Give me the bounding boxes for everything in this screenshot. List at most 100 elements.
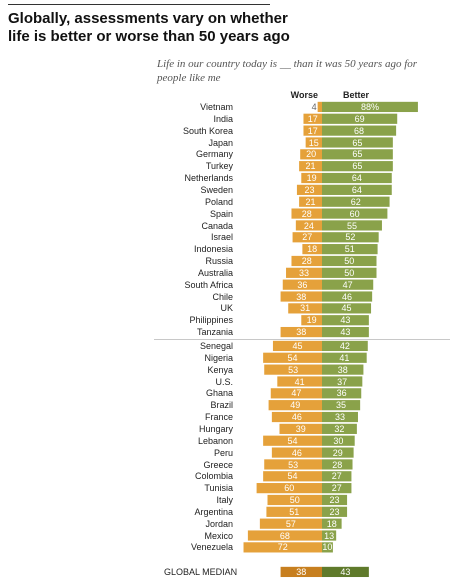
worse-bar [291,208,322,219]
better-value: 29 [332,447,343,458]
better-bar [322,376,363,387]
worse-bar [243,542,322,553]
category-label: Italy [216,495,233,506]
better-value: 55 [346,220,357,231]
better-bar [322,506,348,517]
worse-bar [292,232,322,243]
better-value: 65 [352,149,363,160]
worse-bar [272,340,322,352]
better-bar [322,400,361,411]
better-bar [322,530,337,541]
category-label: Venezuela [190,542,233,553]
better-bar [322,471,352,482]
better-value: 33 [334,412,345,423]
category-label: Argentina [194,506,233,517]
worse-value: 21 [305,196,316,207]
worse-value: 17 [307,113,318,124]
worse-value: 23 [304,184,315,195]
worse-bar [296,184,322,195]
better-bar [322,435,355,446]
median-label: GLOBAL MEDIAN [164,567,238,577]
worse-value: 33 [298,267,309,278]
worse-value: 54 [287,435,298,446]
better-value: 65 [352,161,363,172]
better-bar [322,483,352,494]
worse-value: 4 [311,102,317,112]
better-bar [322,326,369,338]
worse-value: 68 [279,530,290,541]
better-value: 50 [344,256,355,267]
worse-bar [271,411,322,423]
chart-subtitle: Life in our country today is __ than it … [157,58,418,84]
category-label: Philippines [189,315,233,326]
worse-value: 53 [288,459,299,470]
worse-value: 27 [302,232,313,243]
worse-bar [280,291,322,302]
better-value: 68 [354,125,365,136]
chart-title: Globally, assessments vary on whether li… [8,10,290,45]
category-label: Canada [201,220,233,231]
better-bar [322,340,368,352]
legend-worse: Worse [290,90,318,100]
worse-bar [277,376,322,387]
worse-bar [286,267,322,278]
better-bar [322,291,373,302]
better-bar [322,232,379,243]
category-label: Vietnam [200,102,233,112]
better-value: 27 [331,471,342,482]
worse-value: 53 [288,364,299,375]
worse-bar [317,101,322,113]
better-bar [322,196,390,207]
worse-bar [288,303,322,314]
category-label: Tanzania [196,327,233,338]
legend-better: Better [343,90,370,100]
better-value: 18 [326,518,337,529]
better-bar [322,279,374,290]
worse-value: 20 [306,149,317,160]
category-label: Sweden [200,184,233,195]
worse-bar [271,447,322,458]
better-bar [322,315,369,326]
better-value: 37 [337,376,348,387]
worse-bar [263,435,322,446]
worse-bar [279,423,322,434]
better-value: 38 [337,364,348,375]
better-bar [322,411,358,423]
category-label: Kenya [207,364,233,375]
better-value: 23 [329,506,340,517]
worse-value: 50 [289,495,300,506]
worse-bar [266,506,322,517]
median-worse-bar [280,566,322,578]
category-label: Peru [213,447,233,458]
better-value: 64 [351,184,362,195]
worse-value: 38 [296,291,307,302]
better-value: 30 [333,435,344,446]
better-value: 88% [360,102,379,112]
worse-value: 31 [300,303,311,314]
category-label: Ghana [205,388,233,399]
worse-bar [270,388,322,399]
worse-value: 21 [305,161,316,172]
better-bar [322,220,382,231]
better-value: 51 [344,244,355,255]
worse-value: 28 [301,208,312,219]
better-value: 52 [345,232,356,243]
worse-value: 28 [301,256,312,267]
better-bar [322,494,348,506]
worse-bar [267,494,322,506]
category-label: France [204,412,233,423]
better-value: 35 [336,400,347,411]
worse-value: 60 [284,483,295,494]
top-rule [8,4,270,5]
worse-bar [264,459,322,470]
better-value: 47 [342,279,353,290]
worse-value: 17 [307,125,318,136]
category-label: South Africa [184,279,233,290]
median-better-value: 43 [340,567,351,577]
category-label: Australia [197,267,233,278]
worse-value: 24 [303,220,314,231]
category-label: Netherlands [184,173,233,184]
better-bar [322,542,333,553]
worse-value: 46 [291,447,302,458]
category-label: Senegal [199,341,233,351]
